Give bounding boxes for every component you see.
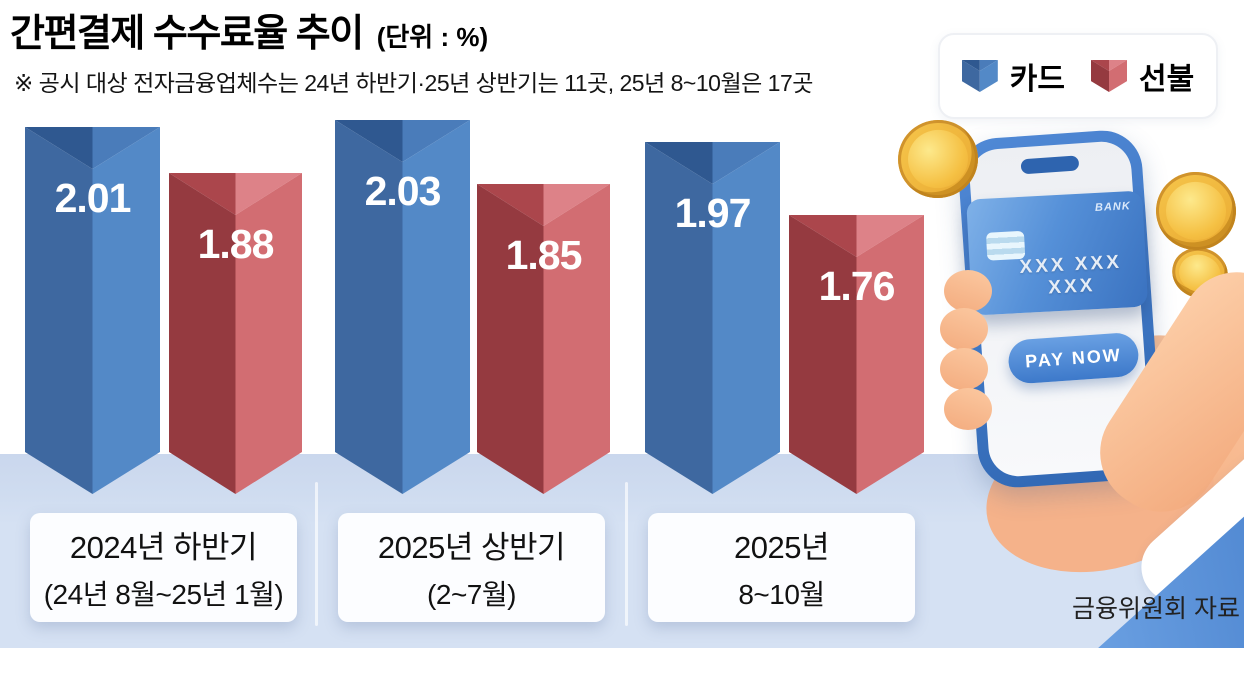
group-divider [625,482,628,626]
finger [940,348,988,390]
category-label: 2024년 하반기 [69,530,258,565]
finger [940,308,988,350]
header: 간편결제 수수료율 추이 (단위 : %) [10,2,488,57]
bar-prepaid-2024h2: 1.88 [169,173,302,494]
category-sublabel: (2~7월) [427,579,516,610]
pay-now-button: PAY NOW [1007,331,1140,385]
payment-illustration: BANK XXX XXX XXX PAY NOW [0,0,1244,648]
category-label: 2025년 상반기 [377,530,566,565]
legend-item-prepaid: 선불 [1091,54,1194,98]
legend-label-card: 카드 [1009,63,1065,96]
finger [944,388,992,430]
bar-prepaid-2025h1: 1.85 [477,184,610,494]
gold-coin-icon [1150,166,1242,256]
credit-card: BANK XXX XXX XXX [966,190,1149,316]
phone-notch [1020,155,1080,175]
bar-value-label: 1.85 [505,232,583,278]
group-divider [315,482,318,626]
bar-value-label: 1.76 [818,263,896,309]
category-label: 2025년 [734,530,829,565]
bar-prepaid-2025aug-oct: 1.76 [789,215,924,494]
footnote: ※ 공시 대상 전자금융업체수는 24년 하반기·25년 상반기는 11곳, 2… [14,70,813,96]
bar-value-label: 2.03 [364,168,442,214]
legend-item-card: 카드 [961,54,1065,98]
bar-card-2025aug-oct: 1.97 [645,142,780,494]
category-box-2025h1: 2025년 상반기 (2~7월) [338,513,605,622]
bar-card-2024h2: 2.01 [25,127,160,494]
category-box-2025aug-oct: 2025년 8~10월 [648,513,915,622]
bar-value-label: 2.01 [54,175,132,221]
page-title: 간편결제 수수료율 추이 [10,13,364,55]
legend: 카드 선불 [938,33,1218,119]
bar-value-label: 1.97 [674,190,752,236]
card-brand-label: BANK [1094,200,1132,215]
unit-label: (단위 : %) [376,22,489,52]
legend-label-prepaid: 선불 [1139,63,1195,96]
category-box-2024h2: 2024년 하반기 (24년 8월~25년 1월) [30,513,297,622]
bar-value-label: 1.88 [197,221,275,267]
card-number: XXX XXX XXX [1019,251,1123,299]
bar-card-2025h1: 2.03 [335,120,470,494]
finger [944,270,992,312]
category-sublabel: (24년 8월~25년 1월) [43,579,284,610]
card-prism-icon [961,60,998,92]
category-sublabel: 8~10월 [738,579,825,610]
prepaid-prism-icon [1091,60,1127,92]
data-source: 금융위원회 자료 [1072,595,1240,623]
